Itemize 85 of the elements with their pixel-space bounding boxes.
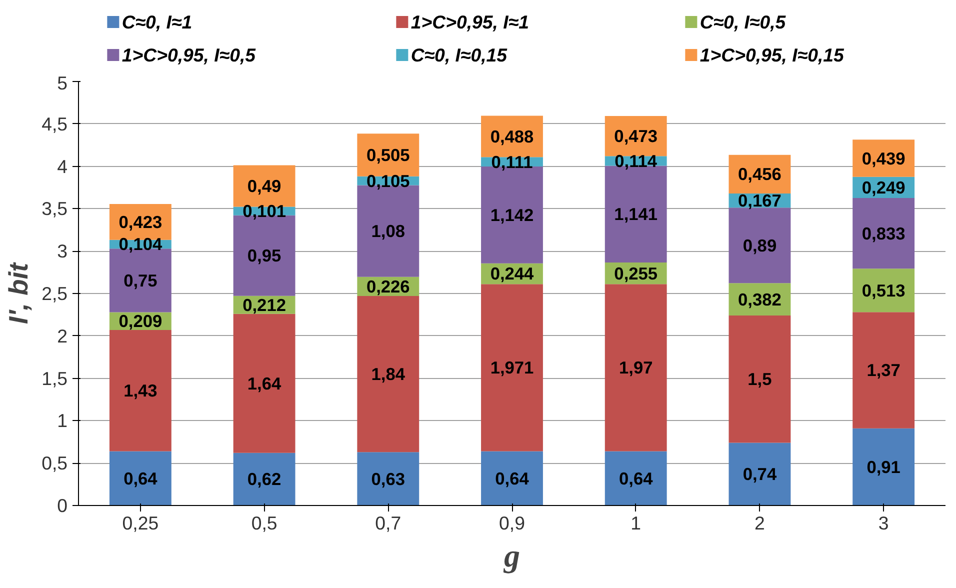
data-label: 0,64 xyxy=(495,468,530,488)
y-tick-label: 4,5 xyxy=(42,113,68,134)
data-label: 0,49 xyxy=(247,176,282,196)
bar xyxy=(233,452,296,506)
x-tick-label: 0,9 xyxy=(499,512,525,534)
data-label: 0,111 xyxy=(491,152,534,172)
y-axis-title: I', bit xyxy=(4,262,34,324)
bar xyxy=(109,451,172,506)
bar xyxy=(604,451,667,506)
data-label: 1,37 xyxy=(866,360,900,380)
bar xyxy=(481,284,543,452)
bar xyxy=(852,428,915,506)
data-label: 0,423 xyxy=(118,212,162,232)
legend-label: C≈0, I≈1 xyxy=(122,12,192,32)
data-label: 0,167 xyxy=(738,190,782,211)
x-tick-label: 1 xyxy=(630,512,642,534)
data-label: 0,95 xyxy=(247,246,282,266)
bar xyxy=(481,451,543,506)
legend-label: C≈0, I≈0,5 xyxy=(700,12,786,32)
data-label: 0,104 xyxy=(118,234,162,254)
bar xyxy=(728,316,791,443)
data-label: 0,249 xyxy=(862,177,906,198)
bar xyxy=(357,452,420,506)
data-label: 1,84 xyxy=(371,364,406,384)
y-tick-label: 3 xyxy=(57,240,68,262)
data-label: 0,505 xyxy=(366,144,410,165)
data-label: 0,209 xyxy=(118,311,162,332)
y-tick-label: 0,5 xyxy=(42,452,68,474)
data-label: 0,114 xyxy=(614,150,658,171)
legend-label: 1>C>0,95, I≈1 xyxy=(410,12,529,32)
data-label: 0,244 xyxy=(490,264,534,284)
data-label: 0,89 xyxy=(742,235,777,256)
data-label: 0,382 xyxy=(738,289,782,310)
legend-label: 1>C>0,95, I≈0,5 xyxy=(122,44,256,66)
x-tick-label: 3 xyxy=(878,512,889,534)
data-label: 0,226 xyxy=(366,276,410,296)
y-tick-label: 3,5 xyxy=(42,198,68,220)
data-label: 1,64 xyxy=(247,373,282,394)
data-label: 0,74 xyxy=(742,464,777,484)
y-tick-label: 2,5 xyxy=(42,283,68,304)
data-label: 1,97 xyxy=(618,358,653,378)
data-label: 1,5 xyxy=(748,369,772,390)
data-label: 1,142 xyxy=(490,204,534,225)
data-label: 0,473 xyxy=(614,126,658,146)
data-label: 0,62 xyxy=(247,469,282,490)
y-tick-label: 2 xyxy=(57,325,68,346)
data-label: 0,833 xyxy=(862,223,906,244)
data-label: 1,141 xyxy=(614,204,658,224)
data-label: 0,91 xyxy=(866,456,901,477)
legend-label: 1>C>0,95, I≈0,15 xyxy=(700,44,845,66)
data-label: 0,64 xyxy=(124,468,158,488)
bar xyxy=(109,330,172,452)
data-label: 0,255 xyxy=(614,263,658,284)
bar xyxy=(852,198,915,269)
bar xyxy=(728,442,791,506)
data-label: 0,488 xyxy=(490,126,534,146)
x-tick-label: 0,25 xyxy=(122,512,159,534)
data-label: 0,105 xyxy=(366,170,410,191)
legend-label: C≈0, I≈0,15 xyxy=(410,44,508,66)
data-label: 0,456 xyxy=(738,164,782,184)
bar xyxy=(852,268,915,312)
data-label: 0,101 xyxy=(242,201,286,222)
data-label: 0,212 xyxy=(242,294,286,315)
data-label: 1,971 xyxy=(490,358,534,378)
x-tick-label: 2 xyxy=(754,512,765,534)
data-label: 0,64 xyxy=(618,468,654,488)
bar xyxy=(233,314,296,453)
data-label: 1,43 xyxy=(124,380,158,401)
data-label: 0,75 xyxy=(124,270,158,290)
x-axis-title: g xyxy=(503,538,520,574)
y-tick-label: 4 xyxy=(57,156,68,177)
bar xyxy=(728,208,791,284)
x-tick-label: 0,7 xyxy=(375,512,402,534)
y-tick-label: 1,5 xyxy=(42,368,68,389)
data-label: 0,63 xyxy=(371,468,406,489)
bar xyxy=(852,312,915,428)
bar xyxy=(604,284,667,452)
bar xyxy=(357,296,420,452)
x-tick-label: 0,5 xyxy=(251,512,278,534)
y-tick-label: 1 xyxy=(57,410,68,432)
y-tick-label: 5 xyxy=(57,72,68,94)
data-label: 1,08 xyxy=(371,221,406,242)
data-label: 0,439 xyxy=(862,148,906,168)
data-label: 0,513 xyxy=(862,280,906,300)
y-tick-label: 0 xyxy=(57,495,68,516)
